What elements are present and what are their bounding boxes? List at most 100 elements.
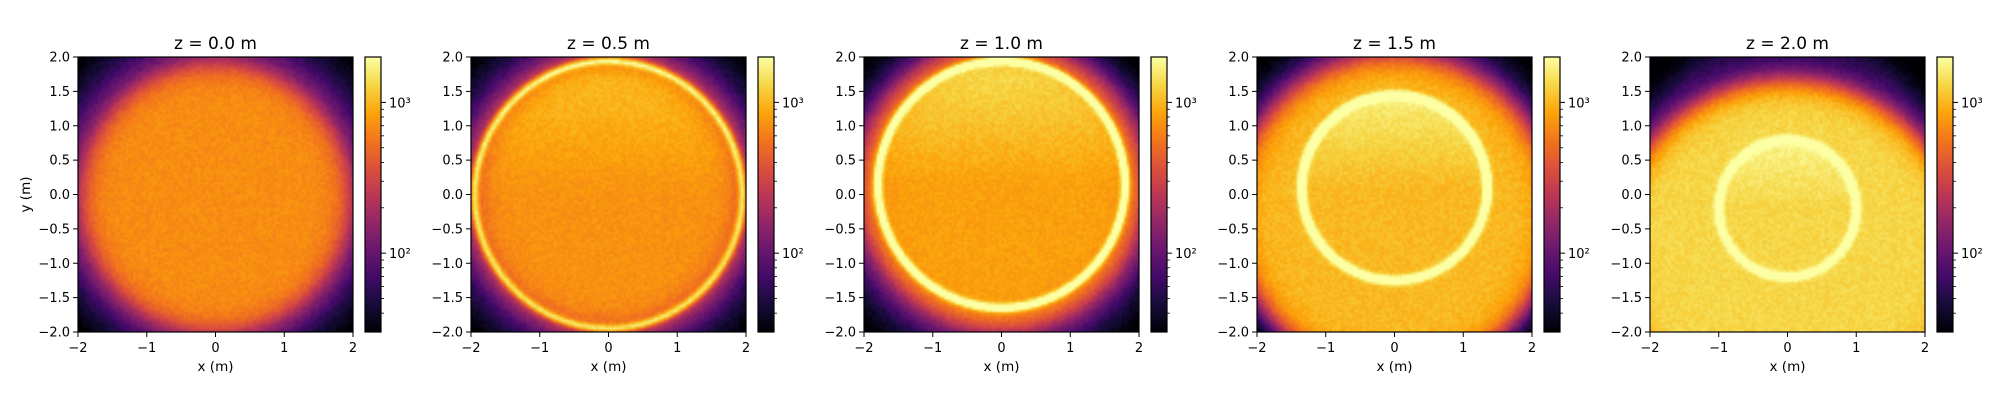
y-tick-label: −1.5 — [431, 291, 463, 306]
x-tick-label: −2 — [1247, 341, 1266, 356]
colorbar-tick-label: 10² — [389, 247, 411, 262]
x-tick-label: −2 — [68, 341, 87, 356]
y-tick-label: 0.5 — [49, 154, 70, 169]
y-tick-label: 0.0 — [442, 188, 463, 203]
colorbar-tick-label: 10² — [1175, 247, 1197, 262]
y-tick-label: 1.5 — [49, 85, 70, 100]
x-tick-label: 0 — [604, 341, 612, 356]
colorbar — [365, 57, 381, 332]
y-tick-label: −0.5 — [38, 222, 70, 237]
y-tick-label: 0.5 — [835, 154, 856, 169]
heatmap-image — [471, 57, 746, 332]
y-tick-label: 2.0 — [1621, 51, 1642, 66]
panel-1: z = 0.5 m −2 −1 0 1 2 x (m) 2.0 1.5 1.0 0.5 0.0 −0.5… — [431, 34, 803, 375]
y-tick-label: −1.5 — [38, 291, 70, 306]
y-tick-label: 2.0 — [835, 51, 856, 66]
x-tick-label: −1 — [1709, 341, 1728, 356]
colorbar — [1937, 57, 1953, 332]
y-tick-label: 2.0 — [1228, 51, 1249, 66]
y-tick-label: 1.0 — [1621, 119, 1642, 134]
x-tick-label: 0 — [1390, 341, 1398, 356]
colorbar-tick-label: 10³ — [1175, 96, 1197, 111]
x-tick-label: 1 — [1459, 341, 1467, 356]
x-axis-label: x (m) — [1770, 359, 1806, 375]
y-tick-label: −1.5 — [1610, 291, 1642, 306]
colorbar — [1544, 57, 1560, 332]
y-tick-label: −2.0 — [1610, 326, 1642, 341]
y-tick-label: 0.0 — [1621, 188, 1642, 203]
x-tick-label: −1 — [530, 341, 549, 356]
colorbar-tick-label: 10² — [1961, 247, 1983, 262]
x-tick-label: −1 — [923, 341, 942, 356]
x-tick-label: 1 — [673, 341, 681, 356]
y-tick-label: 2.0 — [49, 51, 70, 66]
colorbar-tick-label: 10³ — [782, 96, 804, 111]
panel-title: z = 2.0 m — [1746, 34, 1829, 54]
colorbar-tick-label: 10³ — [389, 96, 411, 111]
colorbar-tick-label: 10² — [1568, 247, 1590, 262]
heatmap-image — [864, 57, 1139, 332]
y-tick-label: −0.5 — [431, 222, 463, 237]
y-tick-label: 0.0 — [1228, 188, 1249, 203]
x-axis-label: x (m) — [198, 359, 234, 375]
x-tick-label: 1 — [1066, 341, 1074, 356]
colorbar-tick-label: 10² — [782, 247, 804, 262]
y-tick-label: −2.0 — [1217, 326, 1249, 341]
y-tick-label: 0.5 — [1621, 154, 1642, 169]
x-tick-label: 2 — [1135, 341, 1143, 356]
panel-title: z = 0.5 m — [567, 34, 650, 54]
y-tick-label: −1.5 — [1217, 291, 1249, 306]
y-tick-label: −1.0 — [1610, 257, 1642, 272]
x-tick-label: −1 — [1316, 341, 1335, 356]
y-tick-label: 1.5 — [1228, 85, 1249, 100]
x-tick-label: −1 — [137, 341, 156, 356]
y-tick-label: 1.0 — [835, 119, 856, 134]
y-tick-label: −1.0 — [38, 257, 70, 272]
colorbar-tick-label: 10³ — [1568, 96, 1590, 111]
y-tick-label: −0.5 — [1610, 222, 1642, 237]
x-axis-label: x (m) — [984, 359, 1020, 375]
panel-0: z = 0.0 m −2 −1 0 1 2 x (m) 2.0 1.5 1.0 0.5 0.0 −0.5… — [18, 34, 411, 375]
colorbar-frame — [757, 56, 775, 333]
x-axis-label: x (m) — [591, 359, 627, 375]
panel-3: z = 1.5 m −2 −1 0 1 2 x (m) 2.0 1.5 1.0 0.5 0.0 −0.5… — [1217, 34, 1589, 375]
x-tick-label: 0 — [1783, 341, 1791, 356]
x-tick-label: 0 — [997, 341, 1005, 356]
x-tick-label: −2 — [1640, 341, 1659, 356]
x-tick-label: 2 — [1528, 341, 1536, 356]
y-tick-label: 0.0 — [835, 188, 856, 203]
panels-layer: z = 0.0 m −2 −1 0 1 2 x (m) 2.0 1.5 1.0 0.5 0.0 −0.5… — [18, 34, 1983, 375]
x-tick-label: 2 — [742, 341, 750, 356]
heatmap-image — [78, 57, 353, 332]
x-tick-label: 2 — [349, 341, 357, 356]
y-tick-label: −2.0 — [38, 326, 70, 341]
y-tick-label: −1.0 — [431, 257, 463, 272]
panel-4: z = 2.0 m −2 −1 0 1 2 x (m) 2.0 1.5 1.0 0.5 0.0 −0.5… — [1610, 34, 1982, 375]
colorbar-frame — [1150, 56, 1168, 333]
x-tick-label: 1 — [280, 341, 288, 356]
panel-title: z = 1.0 m — [960, 34, 1043, 54]
heatmap-image — [1257, 57, 1532, 332]
heatmap-image — [1650, 57, 1925, 332]
y-tick-label: −2.0 — [824, 326, 856, 341]
y-tick-label: 1.5 — [835, 85, 856, 100]
y-tick-label: 1.5 — [442, 85, 463, 100]
panel-title: z = 0.0 m — [174, 34, 257, 54]
colorbar — [758, 57, 774, 332]
y-tick-label: 1.0 — [442, 119, 463, 134]
y-tick-label: 2.0 — [442, 51, 463, 66]
y-tick-label: −0.5 — [1217, 222, 1249, 237]
x-tick-label: −2 — [854, 341, 873, 356]
y-axis-label: y (m) — [18, 177, 34, 213]
panel-title: z = 1.5 m — [1353, 34, 1436, 54]
y-tick-label: 0.0 — [49, 188, 70, 203]
y-tick-label: −1.0 — [824, 257, 856, 272]
colorbar-frame — [1936, 56, 1954, 333]
x-tick-label: −2 — [461, 341, 480, 356]
y-tick-label: 1.0 — [1228, 119, 1249, 134]
x-tick-label: 1 — [1852, 341, 1860, 356]
y-tick-label: −2.0 — [431, 326, 463, 341]
x-axis-label: x (m) — [1377, 359, 1413, 375]
y-tick-label: 0.5 — [442, 154, 463, 169]
